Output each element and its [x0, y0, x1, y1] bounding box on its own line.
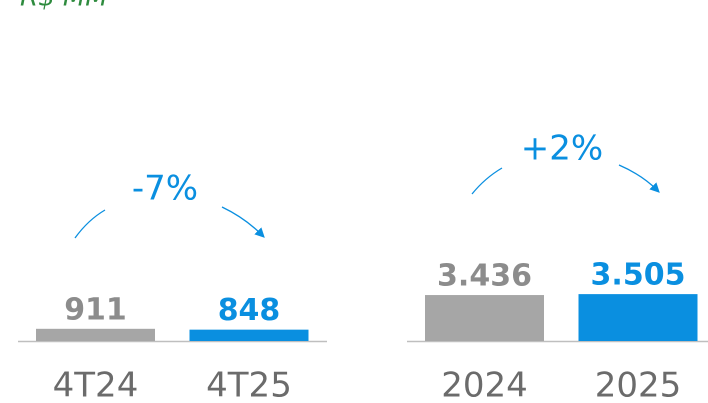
arrow-right	[221, 206, 265, 238]
category-label: 2025	[595, 366, 682, 403]
category-label: 2024	[441, 366, 528, 403]
bar	[425, 295, 544, 341]
value-label: 911	[64, 292, 127, 327]
value-label: 3.505	[591, 258, 686, 293]
bar	[578, 294, 698, 341]
annotation: +2%	[521, 129, 603, 169]
value-label: 3.436	[437, 259, 532, 294]
arrow-left	[471, 167, 503, 195]
arrow-left	[74, 209, 106, 239]
value-label: 848	[218, 293, 281, 328]
category-label: 4T24	[53, 366, 139, 403]
unit-label: R$ MM	[20, 0, 108, 13]
category-label: 4T25	[206, 366, 292, 403]
annotation: -7%	[132, 169, 198, 209]
bar	[189, 329, 309, 341]
arrow-right	[618, 164, 660, 193]
bar	[36, 328, 155, 341]
